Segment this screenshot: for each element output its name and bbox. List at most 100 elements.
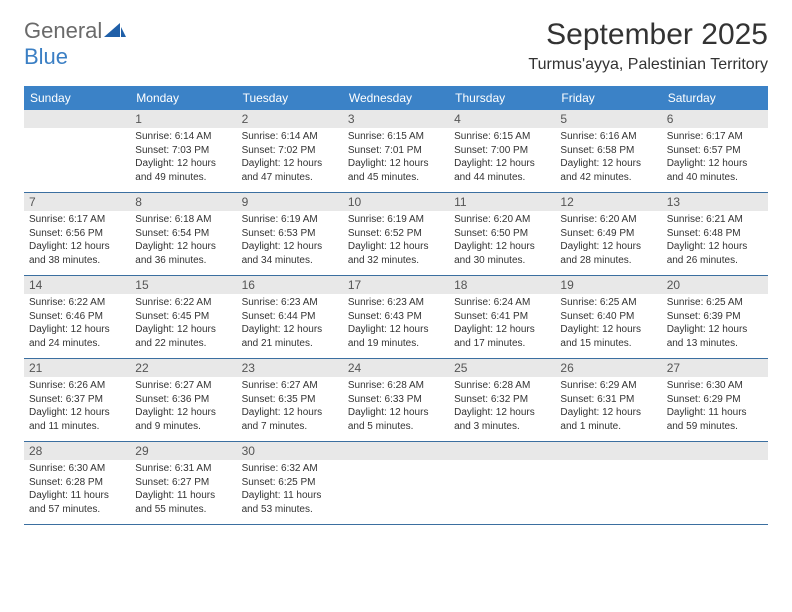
sunrise-text: Sunrise: 6:32 AM bbox=[242, 462, 338, 476]
sunset-text: Sunset: 6:48 PM bbox=[667, 227, 763, 241]
sunrise-text: Sunrise: 6:26 AM bbox=[29, 379, 125, 393]
week-row: Sunrise: 6:26 AMSunset: 6:37 PMDaylight:… bbox=[24, 377, 768, 442]
daylight-text: Daylight: 12 hours and 38 minutes. bbox=[29, 240, 125, 267]
daylight-text: Daylight: 12 hours and 3 minutes. bbox=[454, 406, 550, 433]
sunrise-text: Sunrise: 6:20 AM bbox=[560, 213, 656, 227]
day-cell: Sunrise: 6:29 AMSunset: 6:31 PMDaylight:… bbox=[555, 377, 661, 441]
sunset-text: Sunset: 6:29 PM bbox=[667, 393, 763, 407]
day-cell bbox=[662, 460, 768, 524]
daylight-text: Daylight: 12 hours and 45 minutes. bbox=[348, 157, 444, 184]
logo-sail-icon bbox=[104, 23, 126, 44]
daylight-text: Daylight: 12 hours and 15 minutes. bbox=[560, 323, 656, 350]
day-number bbox=[662, 442, 768, 460]
sunrise-text: Sunrise: 6:25 AM bbox=[560, 296, 656, 310]
day-cell: Sunrise: 6:17 AMSunset: 6:57 PMDaylight:… bbox=[662, 128, 768, 192]
week-row: Sunrise: 6:17 AMSunset: 6:56 PMDaylight:… bbox=[24, 211, 768, 276]
sunset-text: Sunset: 6:49 PM bbox=[560, 227, 656, 241]
day-cell bbox=[555, 460, 661, 524]
sunset-text: Sunset: 7:02 PM bbox=[242, 144, 338, 158]
day-cell: Sunrise: 6:28 AMSunset: 6:33 PMDaylight:… bbox=[343, 377, 449, 441]
sunset-text: Sunset: 6:33 PM bbox=[348, 393, 444, 407]
sunrise-text: Sunrise: 6:17 AM bbox=[29, 213, 125, 227]
daylight-text: Daylight: 12 hours and 1 minute. bbox=[560, 406, 656, 433]
day-number: 28 bbox=[24, 442, 130, 460]
daylight-text: Daylight: 11 hours and 57 minutes. bbox=[29, 489, 125, 516]
daylight-text: Daylight: 11 hours and 55 minutes. bbox=[135, 489, 231, 516]
daylight-text: Daylight: 11 hours and 59 minutes. bbox=[667, 406, 763, 433]
sunset-text: Sunset: 6:25 PM bbox=[242, 476, 338, 490]
sunrise-text: Sunrise: 6:30 AM bbox=[29, 462, 125, 476]
sunrise-text: Sunrise: 6:24 AM bbox=[454, 296, 550, 310]
day-cell: Sunrise: 6:23 AMSunset: 6:44 PMDaylight:… bbox=[237, 294, 343, 358]
day-number: 1 bbox=[130, 110, 236, 128]
sunrise-text: Sunrise: 6:28 AM bbox=[454, 379, 550, 393]
sunrise-text: Sunrise: 6:15 AM bbox=[454, 130, 550, 144]
day-cell: Sunrise: 6:22 AMSunset: 6:45 PMDaylight:… bbox=[130, 294, 236, 358]
day-cell: Sunrise: 6:17 AMSunset: 6:56 PMDaylight:… bbox=[24, 211, 130, 275]
sunrise-text: Sunrise: 6:29 AM bbox=[560, 379, 656, 393]
day-cell: Sunrise: 6:24 AMSunset: 6:41 PMDaylight:… bbox=[449, 294, 555, 358]
day-number: 7 bbox=[24, 193, 130, 211]
day-cell: Sunrise: 6:27 AMSunset: 6:35 PMDaylight:… bbox=[237, 377, 343, 441]
sunset-text: Sunset: 6:45 PM bbox=[135, 310, 231, 324]
day-header: Wednesday bbox=[343, 86, 449, 110]
daylight-text: Daylight: 12 hours and 17 minutes. bbox=[454, 323, 550, 350]
day-number: 2 bbox=[237, 110, 343, 128]
day-cell: Sunrise: 6:30 AMSunset: 6:28 PMDaylight:… bbox=[24, 460, 130, 524]
sunset-text: Sunset: 7:03 PM bbox=[135, 144, 231, 158]
day-number bbox=[343, 442, 449, 460]
day-number: 17 bbox=[343, 276, 449, 294]
daylight-text: Daylight: 12 hours and 32 minutes. bbox=[348, 240, 444, 267]
day-number: 8 bbox=[130, 193, 236, 211]
day-number-row: 282930 bbox=[24, 442, 768, 460]
daylight-text: Daylight: 12 hours and 30 minutes. bbox=[454, 240, 550, 267]
sunset-text: Sunset: 6:35 PM bbox=[242, 393, 338, 407]
day-number: 12 bbox=[555, 193, 661, 211]
day-cell: Sunrise: 6:27 AMSunset: 6:36 PMDaylight:… bbox=[130, 377, 236, 441]
day-cell: Sunrise: 6:20 AMSunset: 6:49 PMDaylight:… bbox=[555, 211, 661, 275]
sunset-text: Sunset: 6:43 PM bbox=[348, 310, 444, 324]
sunrise-text: Sunrise: 6:25 AM bbox=[667, 296, 763, 310]
day-number: 3 bbox=[343, 110, 449, 128]
logo-text-blue: Blue bbox=[24, 44, 68, 69]
sunset-text: Sunset: 6:53 PM bbox=[242, 227, 338, 241]
title-block: September 2025 Turmus'ayya, Palestinian … bbox=[528, 18, 768, 74]
sunset-text: Sunset: 6:36 PM bbox=[135, 393, 231, 407]
day-cell: Sunrise: 6:14 AMSunset: 7:03 PMDaylight:… bbox=[130, 128, 236, 192]
day-number: 24 bbox=[343, 359, 449, 377]
day-cell: Sunrise: 6:15 AMSunset: 7:01 PMDaylight:… bbox=[343, 128, 449, 192]
sunset-text: Sunset: 6:44 PM bbox=[242, 310, 338, 324]
day-cell: Sunrise: 6:30 AMSunset: 6:29 PMDaylight:… bbox=[662, 377, 768, 441]
day-cell: Sunrise: 6:16 AMSunset: 6:58 PMDaylight:… bbox=[555, 128, 661, 192]
day-number: 19 bbox=[555, 276, 661, 294]
daylight-text: Daylight: 12 hours and 47 minutes. bbox=[242, 157, 338, 184]
day-cell: Sunrise: 6:26 AMSunset: 6:37 PMDaylight:… bbox=[24, 377, 130, 441]
week-row: Sunrise: 6:30 AMSunset: 6:28 PMDaylight:… bbox=[24, 460, 768, 525]
sunrise-text: Sunrise: 6:31 AM bbox=[135, 462, 231, 476]
day-number-row: 14151617181920 bbox=[24, 276, 768, 294]
sunset-text: Sunset: 6:39 PM bbox=[667, 310, 763, 324]
sunrise-text: Sunrise: 6:17 AM bbox=[667, 130, 763, 144]
daylight-text: Daylight: 12 hours and 24 minutes. bbox=[29, 323, 125, 350]
day-number: 29 bbox=[130, 442, 236, 460]
daylight-text: Daylight: 12 hours and 11 minutes. bbox=[29, 406, 125, 433]
day-number-row: 78910111213 bbox=[24, 193, 768, 211]
day-number: 23 bbox=[237, 359, 343, 377]
daylight-text: Daylight: 12 hours and 49 minutes. bbox=[135, 157, 231, 184]
day-number bbox=[24, 110, 130, 128]
day-number bbox=[555, 442, 661, 460]
sunrise-text: Sunrise: 6:14 AM bbox=[242, 130, 338, 144]
daylight-text: Daylight: 12 hours and 22 minutes. bbox=[135, 323, 231, 350]
sunrise-text: Sunrise: 6:19 AM bbox=[242, 213, 338, 227]
week-row: Sunrise: 6:22 AMSunset: 6:46 PMDaylight:… bbox=[24, 294, 768, 359]
sunset-text: Sunset: 6:41 PM bbox=[454, 310, 550, 324]
daylight-text: Daylight: 11 hours and 53 minutes. bbox=[242, 489, 338, 516]
day-header: Monday bbox=[130, 86, 236, 110]
daylight-text: Daylight: 12 hours and 28 minutes. bbox=[560, 240, 656, 267]
daylight-text: Daylight: 12 hours and 5 minutes. bbox=[348, 406, 444, 433]
day-number bbox=[449, 442, 555, 460]
sunrise-text: Sunrise: 6:30 AM bbox=[667, 379, 763, 393]
sunrise-text: Sunrise: 6:14 AM bbox=[135, 130, 231, 144]
day-number: 15 bbox=[130, 276, 236, 294]
day-number: 21 bbox=[24, 359, 130, 377]
